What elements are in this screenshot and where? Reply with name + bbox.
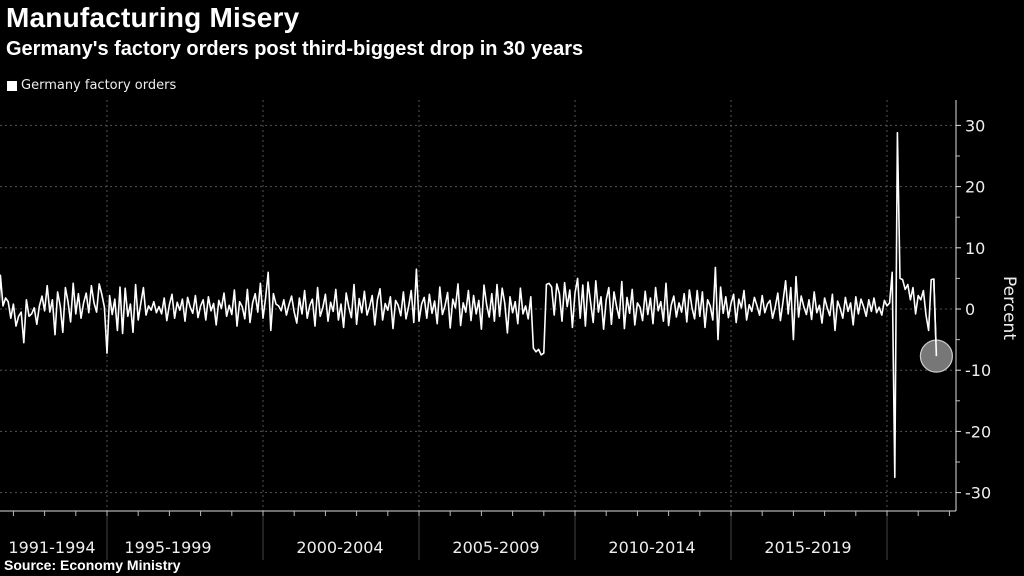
- x-period-label: 1991-1994: [8, 538, 95, 557]
- x-period-label: 2010-2014: [608, 538, 695, 557]
- series-marks: [0, 131, 954, 479]
- y-tick-label: 0: [965, 300, 975, 319]
- x-period-label: 2015-2019: [764, 538, 851, 557]
- y-tick-label: 10: [965, 239, 985, 258]
- legend: Germany factory orders: [7, 78, 176, 93]
- last-segment: [933, 278, 938, 357]
- chart-title: Manufacturing Misery: [6, 2, 300, 33]
- series-line-germany-factory-orders: [0, 131, 938, 479]
- y-tick-label: 30: [965, 116, 985, 135]
- axes: 30 20 10 0 -10 -20 -30 1991-1994 1995-1999 2000-2…: [0, 100, 991, 560]
- y-tick-label: 20: [965, 178, 985, 197]
- legend-label: Germany factory orders: [21, 78, 177, 93]
- source-note: Source: Economy Ministry: [4, 557, 181, 573]
- chart-subtitle: Germany's factory orders post third-bigg…: [6, 38, 584, 60]
- y-tick-label: -30: [965, 484, 991, 503]
- x-period-label: 2005-2009: [452, 538, 539, 557]
- x-period-label: 2000-2004: [296, 538, 383, 557]
- x-period-label: 1995-1999: [124, 538, 211, 557]
- y-tick-label: -10: [965, 361, 991, 380]
- legend-swatch: [7, 80, 17, 91]
- y-tick-label: -20: [965, 422, 991, 441]
- y-axis-label: Percent: [999, 276, 1019, 340]
